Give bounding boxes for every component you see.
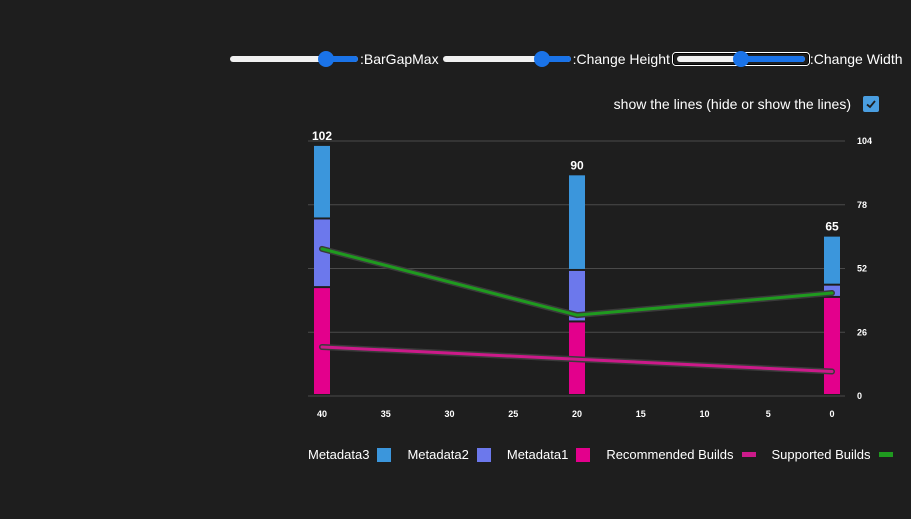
series-line-supported-builds bbox=[320, 247, 834, 317]
y-tick-label: 104 bbox=[857, 136, 872, 146]
bar-gap-max-control: :BarGapMax bbox=[228, 51, 441, 67]
change-width-slider[interactable] bbox=[676, 51, 805, 67]
legend-item[interactable]: Supported Builds bbox=[772, 447, 893, 462]
legend-item[interactable]: Metadata3 bbox=[308, 447, 392, 462]
legend-label: Supported Builds bbox=[771, 447, 871, 462]
bar-metadata3 bbox=[314, 145, 330, 218]
x-tick-label: 25 bbox=[508, 409, 518, 419]
legend-label: Metadata2 bbox=[407, 447, 469, 462]
y-tick-label: 52 bbox=[857, 264, 867, 274]
show-lines-label: show the lines (hide or show the lines) bbox=[613, 96, 851, 112]
legend-swatch bbox=[878, 452, 893, 457]
x-tick-label: 35 bbox=[381, 409, 391, 419]
x-tick-label: 10 bbox=[699, 409, 709, 419]
bar-metadata1 bbox=[824, 297, 840, 394]
y-tick-label: 78 bbox=[857, 200, 867, 210]
change-width-control: :Change Width bbox=[671, 51, 905, 67]
legend-label: Recommended Builds bbox=[606, 447, 734, 462]
legend-item[interactable]: Metadata2 bbox=[407, 447, 491, 462]
legend-swatch bbox=[741, 452, 756, 457]
slider-thumb[interactable] bbox=[534, 51, 551, 67]
x-tick-label: 20 bbox=[572, 409, 582, 419]
bar-total-label: 65 bbox=[825, 220, 839, 234]
chart-legend: Metadata3 Metadata2 Metadata1 Recommended B… bbox=[308, 447, 909, 462]
change-width-label: :Change Width bbox=[809, 51, 903, 67]
legend-swatch bbox=[576, 447, 591, 462]
legend-swatch bbox=[476, 447, 491, 462]
slider-thumb[interactable] bbox=[318, 51, 334, 67]
legend-item[interactable]: Recommended Builds bbox=[606, 447, 756, 462]
x-tick-label: 15 bbox=[636, 409, 646, 419]
change-height-control: :Change Height bbox=[441, 51, 672, 67]
bar-total-label: 90 bbox=[570, 158, 584, 172]
slider-thumb[interactable] bbox=[732, 51, 749, 67]
x-tick-label: 30 bbox=[444, 409, 454, 419]
bar-metadata2 bbox=[569, 270, 585, 321]
legend-label: Metadata3 bbox=[308, 447, 370, 462]
bar-total-label: 102 bbox=[312, 129, 332, 143]
bar-metadata3 bbox=[824, 236, 840, 284]
show-lines-checkbox[interactable] bbox=[863, 96, 879, 112]
change-height-slider[interactable] bbox=[442, 51, 571, 67]
x-tick-label: 5 bbox=[766, 409, 771, 419]
slider-controls: :BarGapMax :Change Height :Change Width bbox=[228, 48, 905, 70]
legend-item[interactable]: Metadata1 bbox=[506, 447, 591, 462]
bar-metadata2 bbox=[314, 219, 330, 287]
legend-swatch bbox=[377, 447, 392, 462]
x-tick-label: 40 bbox=[317, 409, 327, 419]
legend-label: Metadata1 bbox=[506, 447, 569, 462]
bar-gap-max-label: :BarGapMax bbox=[360, 51, 439, 67]
change-width-focus-ring bbox=[671, 51, 810, 67]
y-tick-label: 0 bbox=[857, 391, 862, 401]
checkmark-icon bbox=[866, 100, 876, 109]
x-tick-label: 0 bbox=[829, 409, 834, 419]
bar-metadata3 bbox=[569, 175, 585, 269]
bar-metadata1 bbox=[314, 288, 330, 394]
series-line-recommended-builds bbox=[320, 345, 834, 373]
y-tick-label: 26 bbox=[857, 327, 867, 337]
change-height-label: :Change Height bbox=[572, 51, 670, 67]
bar-gap-max-slider[interactable] bbox=[230, 51, 358, 67]
show-lines-toggle-row: show the lines (hide or show the lines) bbox=[614, 96, 879, 112]
